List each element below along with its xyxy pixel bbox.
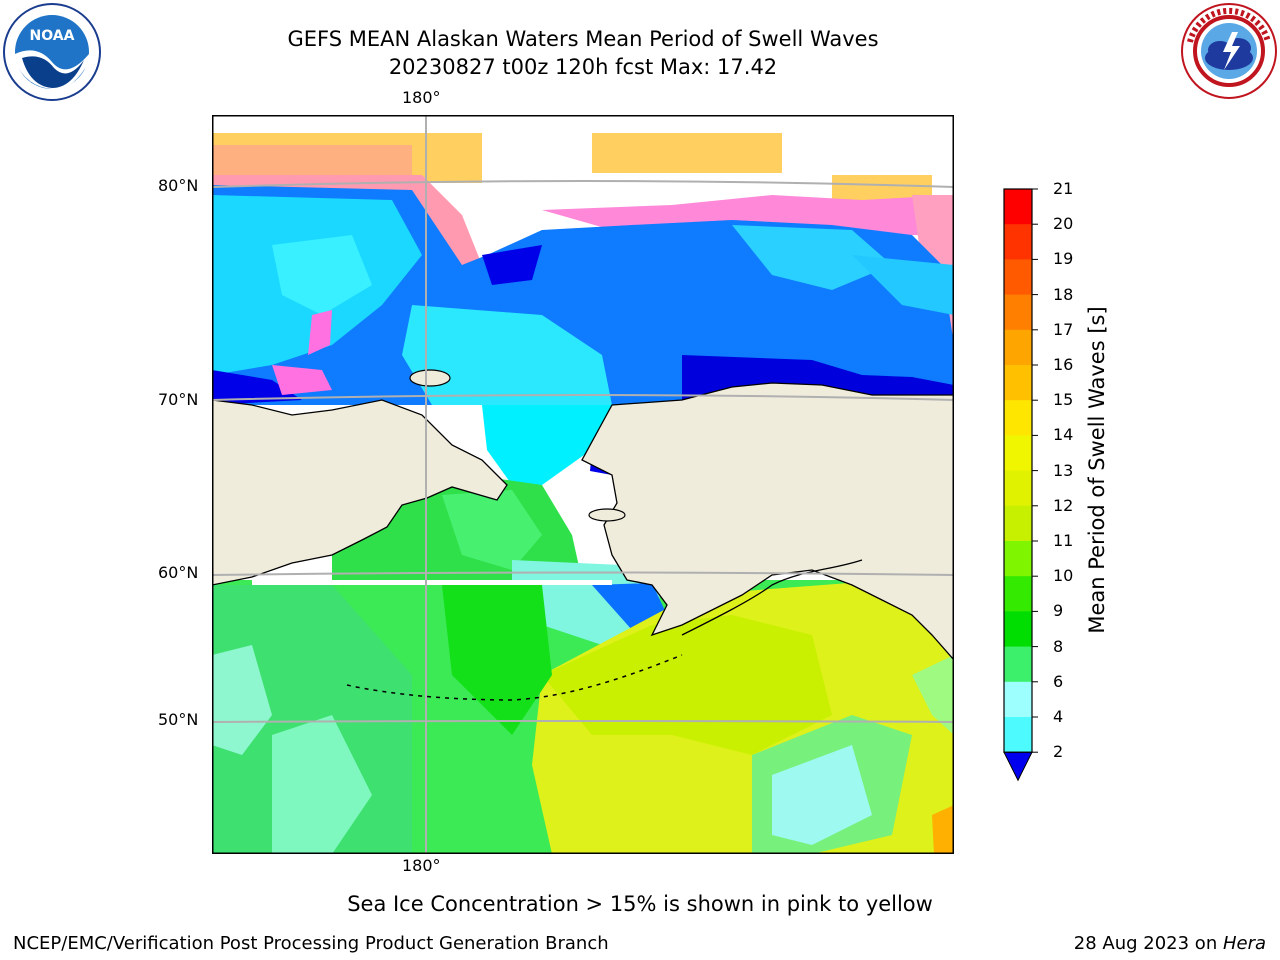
- colorbar-segment: [1004, 717, 1032, 753]
- map-subtitle: 20230827 t00z 120h fcst Max: 17.42: [388, 55, 778, 79]
- colorbar-segment: [1004, 611, 1032, 648]
- footer-date: 28 Aug 2023 on Hera: [1074, 933, 1266, 955]
- colorbar-tick-label: 18: [1053, 284, 1074, 304]
- colorbar-tick-label: 21: [1053, 179, 1074, 198]
- aleutian-islands: [346, 654, 683, 701]
- colorbar-tick-label: 12: [1053, 495, 1074, 515]
- colorbar-tick-label: 11: [1053, 531, 1074, 550]
- noaa-logo-icon: NOAA: [2, 2, 102, 102]
- pacific-swell-layer: [212, 475, 954, 854]
- colorbar-tick-label: 17: [1053, 319, 1074, 339]
- latitude-label-70n: 70°N: [158, 390, 199, 409]
- chukchi-sea: [482, 405, 622, 485]
- colorbar-segment: [1004, 294, 1032, 331]
- colorbar-tick-label: 20: [1053, 214, 1074, 234]
- island-wrangel: [409, 369, 451, 387]
- colorbar-tick-label: 15: [1053, 390, 1074, 410]
- latitude-label-50n: 50°N: [158, 710, 199, 729]
- colorbar-segment: [1004, 224, 1032, 260]
- colorbar-tick-label: 8: [1053, 636, 1064, 656]
- colorbar: [1000, 186, 1090, 786]
- longitude-label-top: 180°: [402, 88, 441, 107]
- colorbar-tick-label: 16: [1053, 355, 1074, 374]
- footer-machine: Hera: [1222, 933, 1266, 954]
- colorbar-tick-label: 13: [1053, 460, 1074, 480]
- map-title: GEFS MEAN Alaskan Waters Mean Period of …: [287, 27, 879, 51]
- colorbar-tick-label: 2: [1053, 742, 1064, 762]
- colorbar-segment: [1004, 681, 1032, 718]
- footer-date-text: 28 Aug 2023 on: [1073, 933, 1223, 954]
- svg-text:NOAA: NOAA: [30, 28, 75, 44]
- colorbar-tick-label: 4: [1053, 707, 1064, 726]
- colorbar-segment: [1004, 576, 1032, 612]
- map-frame: [212, 115, 954, 854]
- island-st-lawrence: [588, 508, 626, 522]
- colorbar-segment: [1004, 259, 1032, 296]
- colorbar-tick-label: 19: [1053, 249, 1074, 269]
- nws-logo-icon: [1180, 2, 1278, 100]
- land-alaska: [581, 382, 954, 661]
- footer-branch: NCEP/EMC/Verification Post Processing Pr…: [13, 933, 609, 954]
- colorbar-segment: [1004, 435, 1032, 472]
- colorbar-tick-label: 10: [1053, 566, 1074, 586]
- longitude-label-bottom: 180°: [402, 856, 441, 875]
- colorbar-segment: [1004, 189, 1032, 225]
- graticule: [212, 115, 954, 854]
- colorbar-segment: [1004, 365, 1032, 401]
- latitude-label-60n: 60°N: [158, 563, 199, 582]
- colorbar-segment: [1004, 505, 1032, 542]
- swell-period-map: [212, 115, 954, 854]
- colorbar-tick-label: 14: [1053, 425, 1074, 445]
- colorbar-segment: [1004, 329, 1032, 366]
- latitude-label-80n: 80°N: [158, 176, 199, 195]
- colorbar-segment: [1004, 646, 1032, 683]
- colorbar-segment: [1004, 400, 1032, 436]
- colorbar-segment: [1004, 470, 1032, 507]
- colorbar-underflow-arrow: [1003, 751, 1033, 782]
- colorbar-tick-label: 6: [1053, 671, 1064, 691]
- arctic-swell-layer: [212, 185, 954, 405]
- land-siberia: [212, 399, 508, 586]
- sea-ice-caption: Sea Ice Concentration > 15% is shown in …: [347, 892, 933, 916]
- colorbar-tick-label: 9: [1053, 601, 1064, 621]
- no-data-strip: [252, 580, 612, 585]
- colorbar-segment: [1004, 541, 1032, 577]
